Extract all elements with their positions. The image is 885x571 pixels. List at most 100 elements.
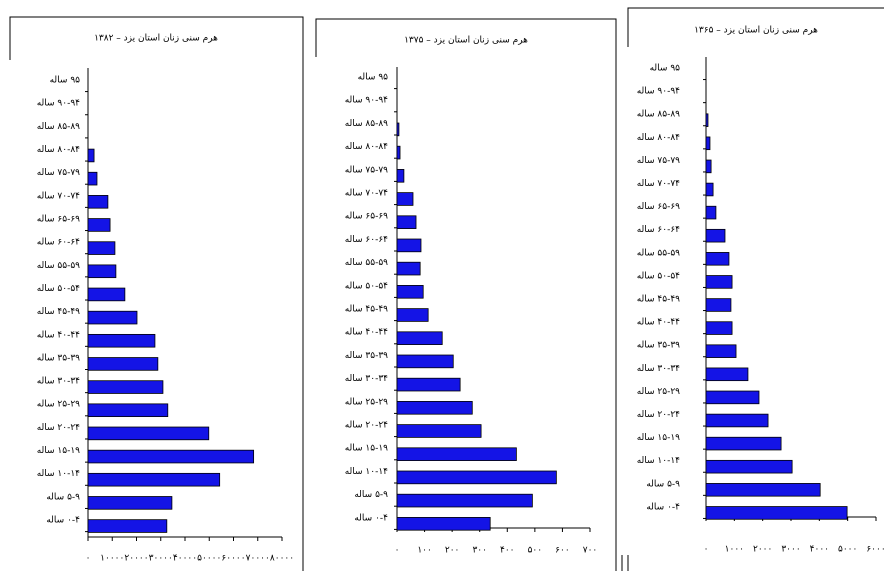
y-tick-label: ۴۵-۴۹ ساله (345, 305, 388, 315)
y-tick-label: ۳۵-۳۹ ساله (37, 353, 80, 363)
x-tick-label: ۴۰۰۰۰ (173, 554, 197, 564)
bar (87, 195, 109, 209)
x-tick-label: ۰ (395, 546, 400, 556)
panel-frame (315, 18, 617, 571)
bar (396, 261, 421, 276)
bar (396, 169, 405, 183)
bar (396, 447, 517, 461)
x-tick-label: ۷۰۰۰۰ (246, 554, 270, 564)
bar (705, 367, 749, 382)
bar (87, 148, 95, 163)
x-tick-label: ۸۰۰۰۰ (270, 554, 294, 564)
chart-title: هرم سنی زنان استان یزد – ۱۳۶۵ (694, 26, 818, 36)
x-tick-label: ۵۰۰۰۰ (197, 554, 221, 564)
y-tick-label: ۷۰-۷۴ ساله (345, 189, 388, 199)
y-tick-label: ۸۵-۸۹ ساله (345, 119, 388, 129)
x-tick-label: ۳۰۰۰ (781, 545, 800, 555)
y-tick-label: ۱۰-۱۴ ساله (345, 467, 388, 477)
bar (87, 472, 221, 487)
bar (705, 459, 793, 474)
x-tick-label: ۴۰۰ (500, 546, 515, 556)
bar (705, 113, 709, 127)
bar (396, 122, 400, 137)
y-tick-label: ۳۰-۳۴ ساله (37, 377, 80, 387)
panel-frame (627, 7, 884, 571)
bar (396, 424, 482, 438)
x-tick-label: ۱۰۰۰۰ (100, 554, 124, 564)
bar (396, 470, 557, 485)
y-tick-label: ۷۰-۷۴ ساله (637, 179, 680, 189)
bar (705, 483, 821, 497)
bar (705, 298, 732, 312)
x-tick-label: ۱۰۰۰ (725, 545, 744, 555)
x-tick-label: ۳۰۰۰۰ (149, 554, 173, 564)
y-tick-label: ۸۰-۸۴ ساله (637, 133, 680, 143)
y-tick-label: ۷۵-۷۹ ساله (37, 168, 80, 178)
x-tick-label: ۶۰۰۰ (866, 545, 885, 555)
bar (705, 275, 733, 289)
bar (705, 506, 848, 520)
y-tick-label: ۴۰-۴۴ ساله (345, 328, 388, 338)
bar (87, 496, 173, 510)
y-tick-label: ۷۰-۷۴ ساله (37, 191, 80, 201)
y-tick-label: ۱۵-۱۹ ساله (637, 433, 680, 443)
bar (396, 331, 443, 345)
bar (87, 333, 156, 348)
y-tick-label: ۶۰-۶۴ ساله (345, 235, 388, 245)
y-tick-label: ۳۰-۳۴ ساله (637, 364, 680, 374)
y-tick-label: ۵۵-۵۹ ساله (345, 258, 388, 268)
bar (87, 519, 168, 533)
y-tick-label: ۸۰-۸۴ ساله (345, 142, 388, 152)
y-tick-label: ۳۰-۳۴ ساله (345, 374, 388, 384)
y-tick-label: ۵-۹ ساله (46, 492, 80, 502)
y-tick-label: ۵۰-۵۴ ساله (637, 271, 680, 281)
bar (396, 145, 401, 160)
y-tick-label: ۹۰-۹۴ ساله (637, 87, 680, 97)
y-tick-label: ۶۰-۶۴ ساله (637, 225, 680, 235)
bar (705, 182, 714, 197)
bar (705, 413, 769, 428)
x-tick-label: ۰ (86, 554, 91, 564)
bar (396, 517, 491, 531)
x-tick-label: ۰ (704, 545, 709, 555)
y-tick-label: ۶۵-۶۹ ساله (637, 202, 680, 212)
y-tick-label: ۹۵ ساله (358, 73, 389, 83)
y-tick-label: ۲۵-۲۹ ساله (37, 400, 80, 410)
bar (705, 252, 730, 266)
y-tick-label: ۳۵-۳۹ ساله (345, 351, 388, 361)
y-tick-label: ۷۵-۷۹ ساله (637, 156, 680, 166)
y-tick-label: ۵۵-۵۹ ساله (637, 248, 680, 258)
bar (87, 218, 111, 232)
x-tick-label: ۲۰۰ (445, 546, 460, 556)
bar (396, 354, 454, 369)
y-tick-label: ۸۵-۸۹ ساله (37, 122, 80, 132)
y-tick-label: ۸۰-۸۴ ساله (37, 145, 80, 155)
chart-title: هرم سنی زنان استان یزد – ۱۳۷۵ (404, 36, 528, 46)
x-tick-label: ۶۰۰ (555, 546, 570, 556)
x-tick-label: ۲۰۰۰ (753, 545, 772, 555)
y-tick-label: ۴۰-۴۴ ساله (637, 318, 680, 328)
bar (396, 285, 424, 299)
bar (396, 401, 473, 415)
bar (396, 192, 414, 206)
chart-title: هرم سنی زنان استان یزد – ۱۳۸۲ (94, 34, 218, 44)
y-tick-label: ۰-۴ ساله (646, 502, 680, 512)
x-tick-label: ۵۰۰۰ (838, 545, 857, 555)
y-tick-label: ۹۰-۹۴ ساله (37, 99, 80, 109)
bar (705, 228, 726, 243)
bar (87, 449, 255, 464)
bar (396, 377, 461, 392)
bar (87, 426, 210, 441)
bar (87, 264, 117, 279)
y-tick-label: ۴۵-۴۹ ساله (37, 307, 80, 317)
bar (87, 403, 169, 418)
y-tick-label: ۵-۹ ساله (354, 490, 388, 500)
y-tick-label: ۴۵-۴۹ ساله (637, 295, 680, 305)
y-tick-label: ۵-۹ ساله (646, 479, 680, 489)
x-tick-label: ۳۰۰ (472, 546, 487, 556)
bar (87, 171, 98, 186)
y-tick-label: ۸۵-۸۹ ساله (637, 110, 680, 120)
y-tick-label: ۲۵-۲۹ ساله (345, 397, 388, 407)
bar (396, 215, 417, 229)
